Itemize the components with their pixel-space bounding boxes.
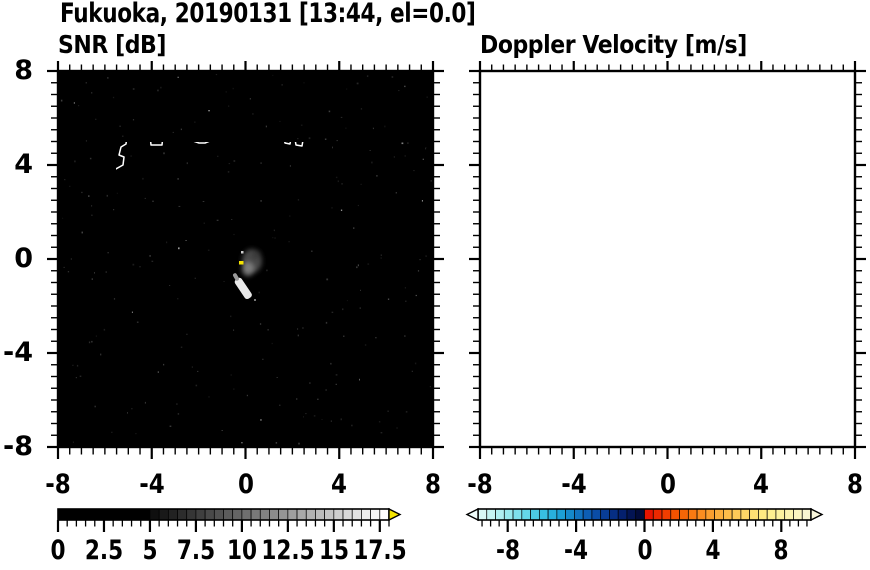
snr-colorbar-tick-label: 10 <box>226 535 257 566</box>
snr-y-tick-label: -8 <box>3 431 33 462</box>
velocity-colorbar-tick-label: 4 <box>705 535 721 566</box>
snr-colorbar-tick-label: 17.5 <box>353 535 407 566</box>
snr-colorbar-tick-label: 0 <box>50 535 66 566</box>
velocity-colorbar-over-arrow <box>810 507 824 522</box>
snr-x-tick-label: -8 <box>45 469 71 500</box>
snr-x-tick-label: 4 <box>331 469 348 500</box>
snr-plot <box>47 61 444 459</box>
snr-y-tick-label: 8 <box>14 55 33 86</box>
velocity-x-tick-label: 0 <box>659 469 676 500</box>
velocity-colorbar-ticks <box>481 520 808 532</box>
snr-colorbar-over-arrow <box>388 507 402 522</box>
velocity-colorbar <box>465 507 824 532</box>
velocity-x-tick-label: -8 <box>467 469 493 500</box>
velocity-plot-area <box>480 71 855 447</box>
velocity-colorbar-tick-label: 8 <box>773 535 789 566</box>
velocity-axis-ticks <box>469 61 866 459</box>
snr-y-tick-label: -4 <box>3 337 33 368</box>
snr-axis-ticks <box>47 61 444 459</box>
snr-x-tick-label: -4 <box>139 469 165 500</box>
snr-colorbar <box>56 507 402 532</box>
snr-colorbar-tick-label: 12.5 <box>261 535 315 566</box>
snr-x-tick-label: 0 <box>237 469 254 500</box>
figure-title: Fukuoka, 20190131 [13:44, el=0.0] <box>60 0 476 29</box>
snr-colorbar-tick-label: 5 <box>142 535 158 566</box>
velocity-x-tick-label: 4 <box>753 469 770 500</box>
snr-colorbar-tick-label: 7.5 <box>176 535 216 566</box>
velocity-colorbar-tick-label: 0 <box>636 535 653 566</box>
velocity-x-tick-label: 8 <box>847 469 863 500</box>
snr-y-tick-label: 0 <box>14 243 33 274</box>
velocity-panel-title: Doppler Velocity [m/s] <box>480 30 747 59</box>
snr-noise-speckles <box>60 74 432 445</box>
snr-colorbar-ticks <box>56 520 390 532</box>
snr-x-tick-label: 8 <box>425 469 441 500</box>
velocity-colorbar-tick-label: -4 <box>564 535 589 566</box>
snr-echo-cluster <box>233 249 262 301</box>
velocity-colorbar-under-arrow <box>465 507 479 522</box>
snr-panel-title: SNR [dB] <box>58 30 166 59</box>
snr-colorbar-tick-label: 15 <box>318 535 349 566</box>
velocity-plot <box>469 61 866 459</box>
snr-colorbar-tick-label: 2.5 <box>84 535 124 566</box>
snr-y-tick-label: 4 <box>14 149 33 180</box>
velocity-x-tick-label: -4 <box>561 469 587 500</box>
velocity-colorbar-tick-label: -8 <box>495 535 520 566</box>
